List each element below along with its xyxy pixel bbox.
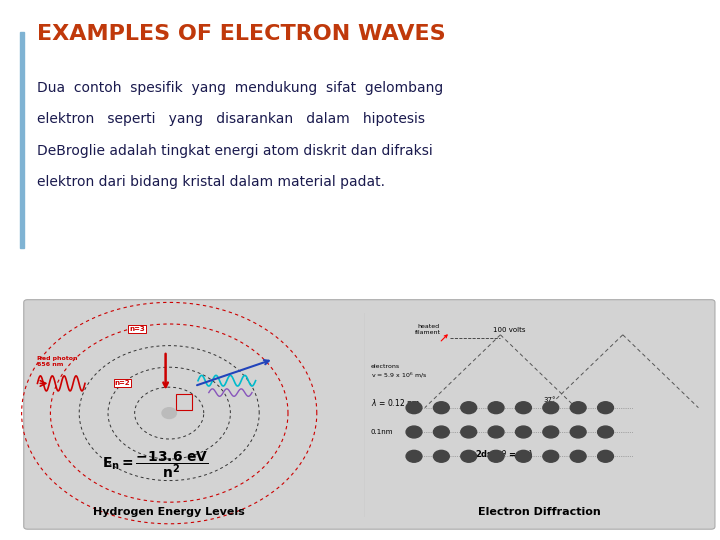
Text: n=2: n=2 (114, 380, 130, 387)
Text: 37°: 37° (544, 397, 556, 403)
Circle shape (543, 402, 559, 414)
Circle shape (516, 450, 531, 462)
Circle shape (461, 402, 477, 414)
Circle shape (488, 450, 504, 462)
Text: 0.1nm: 0.1nm (371, 429, 393, 435)
Text: elektron dari bidang kristal dalam material padat.: elektron dari bidang kristal dalam mater… (37, 175, 385, 189)
Text: Electron Diffraction: Electron Diffraction (478, 507, 600, 517)
Circle shape (433, 402, 449, 414)
Text: DeBroglie adalah tingkat energi atom diskrit dan difraksi: DeBroglie adalah tingkat energi atom dis… (37, 144, 433, 158)
Text: EXAMPLES OF ELECTRON WAVES: EXAMPLES OF ELECTRON WAVES (37, 24, 446, 44)
Circle shape (406, 450, 422, 462)
Text: Red photon
656 nm: Red photon 656 nm (37, 356, 78, 367)
Circle shape (570, 450, 586, 462)
FancyBboxPatch shape (24, 300, 715, 529)
Circle shape (570, 426, 586, 438)
Circle shape (461, 426, 477, 438)
Circle shape (433, 426, 449, 438)
Circle shape (162, 408, 176, 418)
Circle shape (598, 402, 613, 414)
Text: 2dsin$\theta$ = m$\lambda$: 2dsin$\theta$ = m$\lambda$ (474, 448, 534, 459)
Text: n=3: n=3 (129, 326, 145, 333)
Text: heated
filament: heated filament (415, 324, 441, 335)
Circle shape (406, 426, 422, 438)
Circle shape (570, 402, 586, 414)
Circle shape (516, 426, 531, 438)
Circle shape (598, 426, 613, 438)
Circle shape (488, 402, 504, 414)
Text: Hydrogen Energy Levels: Hydrogen Energy Levels (94, 507, 245, 517)
Circle shape (488, 426, 504, 438)
Text: $\lambda$ = 0.12 nm: $\lambda$ = 0.12 nm (371, 397, 420, 408)
Circle shape (543, 426, 559, 438)
Text: elektron   seperti   yang   disarankan   dalam   hipotesis: elektron seperti yang disarankan dalam h… (37, 112, 426, 126)
Text: electrons
v = 5.9 x 10$^6$ m/s: electrons v = 5.9 x 10$^6$ m/s (371, 364, 428, 380)
Circle shape (598, 450, 613, 462)
Circle shape (516, 402, 531, 414)
Bar (176, 394, 192, 410)
Circle shape (406, 402, 422, 414)
Text: Dua  contoh  spesifik  yang  mendukung  sifat  gelombang: Dua contoh spesifik yang mendukung sifat… (37, 81, 444, 95)
Bar (20, 32, 24, 248)
Circle shape (543, 450, 559, 462)
Text: $\mathbf{E_n = \dfrac{-13.6\ eV}{n^2}}$: $\mathbf{E_n = \dfrac{-13.6\ eV}{n^2}}$ (102, 449, 208, 480)
Circle shape (433, 450, 449, 462)
Text: 100 volts: 100 volts (493, 327, 526, 333)
Circle shape (461, 450, 477, 462)
